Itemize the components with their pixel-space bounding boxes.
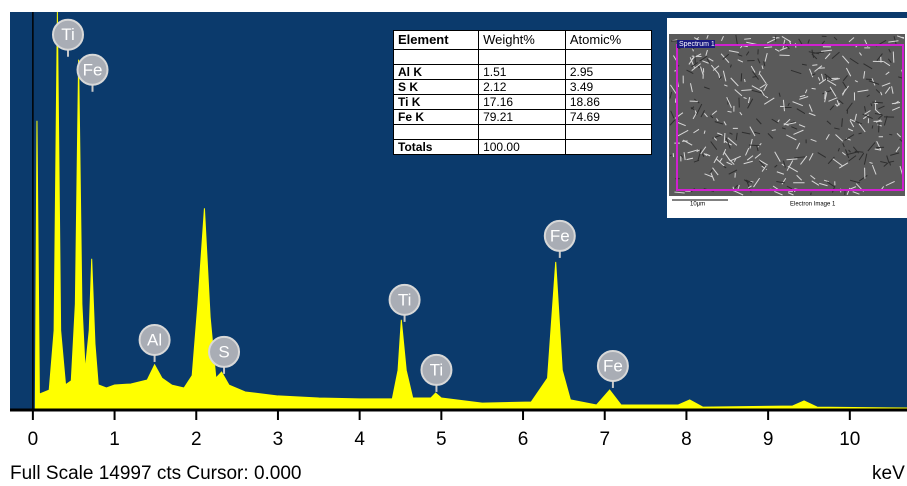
- image-caption: Electron Image 1: [790, 202, 836, 208]
- screen: Full Scale 14997 cts Cursor: 0.000 keV S…: [0, 0, 907, 486]
- texture-line: [812, 65, 817, 66]
- header-cell: Element: [394, 31, 479, 50]
- blank-row: [394, 125, 652, 140]
- texture-line: [724, 133, 725, 143]
- texture-line: [893, 52, 894, 63]
- texture-line: [764, 47, 772, 48]
- x-tick-label: 7: [599, 429, 610, 450]
- x-tick-label: 0: [28, 429, 39, 450]
- texture-line: [826, 76, 827, 81]
- cell: S K: [394, 80, 479, 95]
- cell: Ti K: [394, 95, 479, 110]
- x-tick-label: 6: [518, 429, 529, 450]
- cell: Fe K: [394, 110, 479, 125]
- cell: 100.00: [479, 140, 566, 155]
- header-row: Element Weight% Atomic%: [394, 31, 652, 50]
- texture-line: [741, 73, 742, 81]
- annotation-label: Ti: [398, 290, 412, 309]
- annotation-label: Fe: [603, 356, 623, 375]
- header-cell: Atomic%: [565, 31, 651, 50]
- blank-row: [394, 50, 652, 65]
- texture-line: [744, 39, 751, 40]
- electron-image: Spectrum 1 10μm Electron Image 1: [667, 18, 907, 218]
- cell: 3.49: [565, 80, 651, 95]
- annotation-label: Fe: [83, 60, 103, 79]
- row: Ti K17.1618.86: [394, 95, 652, 110]
- texture-line: [872, 125, 873, 128]
- header-cell: Weight%: [479, 31, 566, 50]
- cell: 17.16: [479, 95, 566, 110]
- annotation-label: Fe: [550, 226, 570, 245]
- cell: 1.51: [479, 65, 566, 80]
- annotation-label: Ti: [430, 360, 444, 379]
- x-tick-label: 9: [763, 429, 774, 450]
- annotation-label: Ti: [61, 25, 75, 44]
- footer: Full Scale 14997 cts Cursor: 0.000: [10, 463, 302, 484]
- cell: Totals: [394, 140, 479, 155]
- x-tick-label: 8: [681, 429, 692, 450]
- x-tick-label: 4: [354, 429, 365, 450]
- x-tick-label: 3: [273, 429, 284, 450]
- row: S K2.123.49: [394, 80, 652, 95]
- x-tick-label: 1: [109, 429, 120, 450]
- spectrum-tag: Spectrum 1: [679, 41, 715, 48]
- x-tick-label: 5: [436, 429, 447, 450]
- cell: 79.21: [479, 110, 566, 125]
- annotation-label: S: [218, 342, 229, 361]
- cell: 18.86: [565, 95, 651, 110]
- cell: Al K: [394, 65, 479, 80]
- x-axis-label: keV: [872, 463, 905, 484]
- cell: 74.69: [565, 110, 651, 125]
- results-table: Element Weight% Atomic% Al K1.512.95 S K…: [393, 30, 652, 155]
- scale-label: 10μm: [690, 202, 705, 208]
- annotation-label: Al: [147, 330, 162, 349]
- texture-line: [744, 79, 745, 82]
- cell: 2.95: [565, 65, 651, 80]
- x-tick-label: 2: [191, 429, 202, 450]
- cell: 2.12: [479, 80, 566, 95]
- texture-line: [812, 88, 816, 89]
- x-tick-label: 10: [839, 429, 860, 450]
